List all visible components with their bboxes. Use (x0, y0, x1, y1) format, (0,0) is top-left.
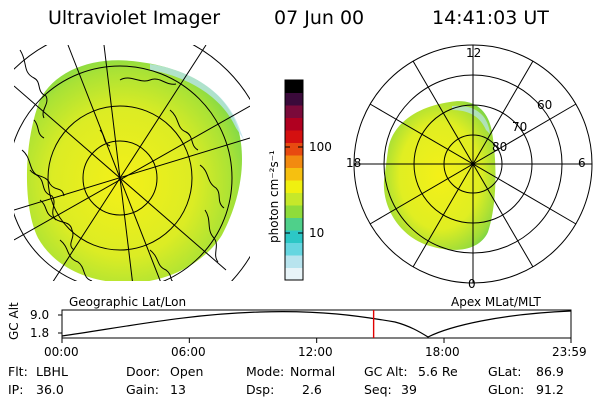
date-display: 07 Jun 00 (274, 7, 365, 29)
colorbar-cell (285, 130, 303, 143)
mode-value: Normal (290, 364, 336, 379)
flt-label: Flt: (8, 364, 28, 379)
gc-xtick-2: 12:00 (298, 345, 333, 359)
colorbar-cell (285, 267, 303, 281)
gain-value: 13 (170, 382, 186, 397)
colorbar-cell (285, 117, 303, 131)
geographic-map (14, 45, 250, 281)
glon-label: GLon: (488, 382, 525, 397)
colorbar-label-100: 100 (309, 140, 332, 154)
glat-label: GLat: (488, 364, 522, 379)
colorbar-cell (285, 105, 303, 118)
mode-label: Mode: (246, 364, 285, 379)
colorbar-cell (285, 80, 303, 93)
gc-xtick-0: 00:00 (44, 345, 79, 359)
gain-label: Gain: (126, 382, 159, 397)
aurora-edge-left (150, 64, 244, 140)
colorbar-cell (285, 92, 303, 106)
colorbar-cell (285, 205, 303, 218)
colorbar-cell (285, 167, 303, 181)
colorbar-cell (285, 230, 303, 243)
mlt-label-0: 0 (468, 277, 476, 291)
colorbar-frame (284, 79, 304, 281)
gc-plot-ylabel: GC Alt (7, 302, 21, 340)
colorbar-cell (285, 242, 303, 256)
colorbar-cell (285, 255, 303, 268)
seq-label: Seq: (364, 382, 392, 397)
gc-plot-ytick-top: 9.0 (30, 308, 50, 322)
dsp-value: 2.6 (302, 382, 322, 397)
time-display: 14:41:03 UT (432, 7, 549, 29)
colorbar (284, 79, 304, 281)
colorbar-cell (285, 217, 303, 231)
glat-value: 86.9 (536, 364, 564, 379)
colorbar-cell (285, 155, 303, 168)
mlt-label-18: 18 (346, 156, 362, 170)
dsp-label: Dsp: (246, 382, 275, 397)
mlt-map-caption: Apex MLat/MLT (451, 295, 541, 309)
app-title: Ultraviolet Imager (48, 7, 221, 29)
gc-xtick-4: 23:59 (552, 345, 587, 359)
geo-map-caption: Geographic Lat/Lon (69, 295, 187, 309)
gcalt-value: 5.6 Re (418, 364, 458, 379)
glon-value: 91.2 (536, 382, 564, 397)
gc-altitude-curve (61, 310, 572, 338)
colorbar-cell (285, 180, 303, 193)
mlat-label-70: 70 (512, 120, 528, 134)
seq-value: 39 (401, 382, 417, 397)
geo-grid (14, 45, 250, 281)
gc-plot-ytick-bottom: 1.8 (30, 326, 50, 340)
colorbar-unit-label: photon cm⁻²s⁻¹ (267, 150, 281, 243)
ip-value: 36.0 (36, 382, 64, 397)
aurora-image-left (26, 60, 243, 281)
gcalt-label: GC Alt: (364, 364, 408, 379)
door-value: Open (170, 364, 204, 379)
door-label: Door: (126, 364, 161, 379)
magnetic-map (353, 44, 593, 284)
mlt-label-6: 6 (578, 156, 586, 170)
gc-xtick-3: 18:00 (425, 345, 460, 359)
gc-altitude-plot (58, 309, 572, 343)
ip-label: IP: (8, 382, 24, 397)
mlat-label-80: 80 (492, 140, 508, 154)
mlt-label-12: 12 (466, 46, 482, 60)
aurora-image-right (383, 101, 496, 250)
colorbar-label-10: 10 (309, 226, 325, 240)
mlt-grid (353, 44, 593, 284)
colorbar-cell (285, 142, 303, 156)
flt-value: LBHL (36, 364, 68, 379)
mlat-label-60: 60 (537, 98, 553, 112)
colorbar-cell (285, 192, 303, 206)
gc-xtick-1: 06:00 (171, 345, 206, 359)
